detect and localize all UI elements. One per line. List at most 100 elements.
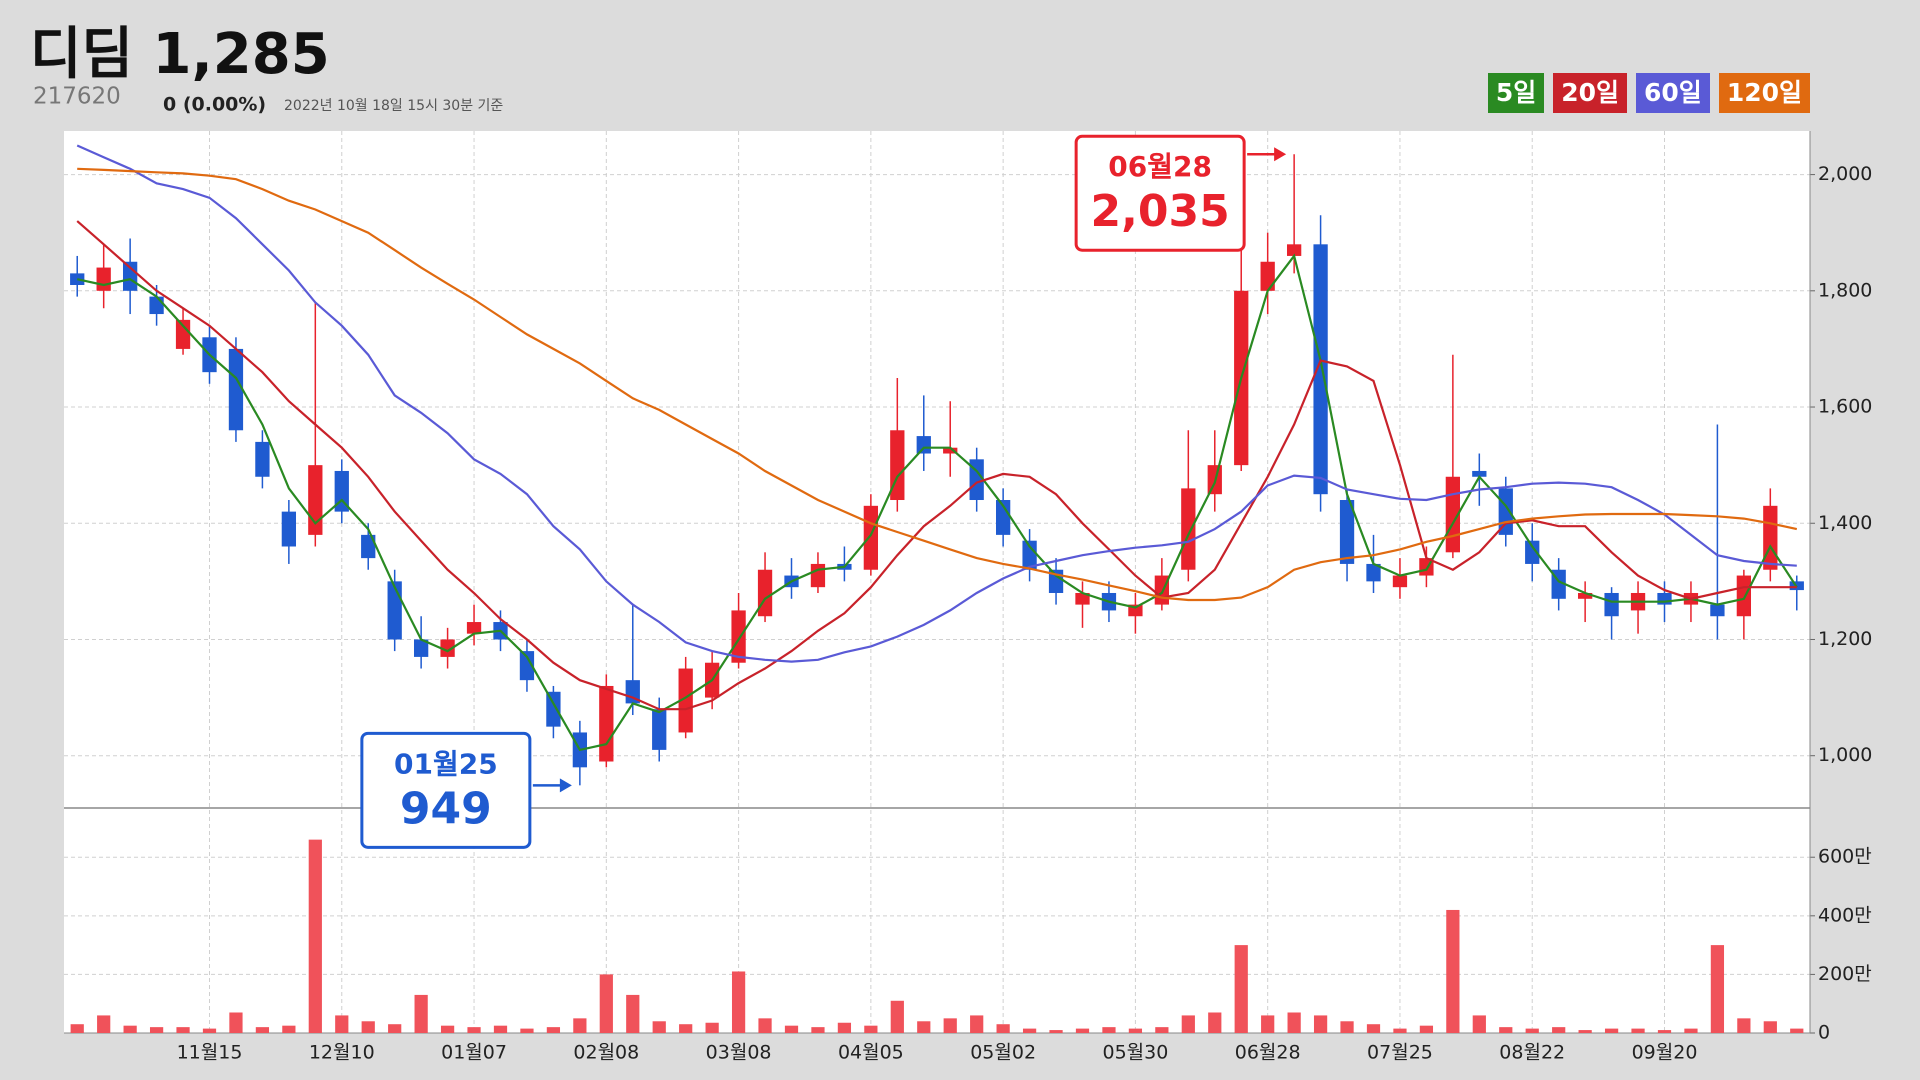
candle-body [916,436,931,454]
y-tick-label: 1,000 [1818,744,1872,766]
volume-bar [626,994,640,1033]
volume-bar [1737,1018,1751,1033]
volume-bar [1657,1030,1672,1033]
volume-bar [1181,1015,1195,1033]
volume-bar [1446,909,1460,1033]
volume-bar [1022,1028,1037,1033]
candle-body [1604,592,1619,617]
y-tick-label: 1,400 [1818,512,1872,534]
candle-body [255,441,270,477]
y-tick-label: 2,000 [1818,163,1872,185]
volume-bar [1684,1028,1698,1033]
volume-bar [1763,1021,1777,1033]
candle-body [228,348,244,431]
moving-average-line [76,144,1797,663]
x-tick-label: 08월22 [1499,1042,1565,1064]
y-tick-label: 0 [1818,1022,1830,1044]
x-tick-label: 09월20 [1632,1042,1698,1064]
volume-bar [202,1028,217,1033]
volume-bar [652,1021,666,1033]
volume-bar [493,1025,508,1033]
candle-body [863,505,879,570]
candle-body [969,459,984,501]
volume-bar [149,1027,164,1033]
volume-bar [70,1024,84,1033]
volume-bar [308,839,322,1033]
volume-bar [1525,1028,1539,1033]
timestamp: 2022년 10월 18일 15시 30분 기준 [284,98,503,114]
y-tick-label: 200만 [1818,963,1872,985]
legend-entry: 60일 [1636,73,1710,113]
x-tick-label: 12월10 [309,1042,375,1064]
candle-body [1339,500,1355,564]
y-tick-label: 1,200 [1818,628,1872,650]
volume-bar [335,1015,349,1033]
moving-average-line [77,167,1798,602]
candle-body [122,261,138,291]
candle-body [1657,592,1672,605]
candle-body [1366,563,1381,582]
candle-body [1577,592,1593,599]
candle-body [943,447,958,454]
annotation-arrowhead [1274,147,1287,162]
volume-bar [1552,1027,1566,1033]
candle-body [96,267,111,291]
annotation-box [360,731,532,849]
legend: 5일 20일 60일 120일 [1487,73,1810,113]
annotation-value: 949 [400,783,492,834]
candle-body [1710,604,1725,617]
volume-bar [282,1025,296,1033]
volume-bar [705,1022,719,1033]
volume-bar [1419,1025,1434,1033]
volume-bar [599,974,613,1033]
volume-bar [731,971,746,1033]
candle-body [1736,575,1752,617]
candle-body [757,569,773,617]
x-tick-label: 07월25 [1367,1042,1433,1064]
volume-bar [1710,945,1725,1033]
volume-bar [1261,1015,1275,1033]
candle-body [1313,244,1328,495]
x-tick-label: 05월30 [1102,1042,1168,1064]
volume-bar [1313,1015,1328,1033]
candle-body [1260,261,1275,291]
annotation-date: 01월25 [394,747,498,780]
volume-bar [573,1018,587,1033]
volume-bar [811,1027,825,1033]
volume-bar [229,1012,243,1033]
volume-bar [97,1015,111,1033]
annotation-box [1074,134,1246,252]
candle-body [1128,604,1143,617]
candle-body [1075,592,1090,605]
candle-body [387,581,402,640]
candle-body [466,622,482,634]
volume-bar [1128,1028,1143,1033]
volume-bar [1340,1021,1354,1033]
candle-body [149,296,164,315]
x-tick-label: 02월08 [573,1042,639,1064]
candle-body [1472,470,1487,477]
x-tick-label: 05월02 [970,1042,1036,1064]
volume-bar [943,1018,957,1033]
volume-bar [784,1025,799,1033]
volume-bar [176,1027,190,1033]
y-tick-label: 1,600 [1818,396,1872,418]
y-tick-label: 400만 [1818,904,1872,926]
volume-bar [414,994,428,1033]
candle-body [519,651,535,681]
plot-area [64,131,1810,1033]
volume-bar [520,1028,534,1033]
stock-code: 217620 [33,84,121,110]
candle-body [731,610,746,663]
price: 1,285 [153,22,330,87]
volume-bar [837,1022,852,1033]
volume-bar [1155,1027,1169,1033]
volume-bar [1075,1028,1090,1033]
volume-bar [1102,1027,1116,1033]
y-tick-label: 600만 [1818,846,1872,868]
volume-bar [996,1024,1010,1033]
volume-bar [440,1025,455,1033]
candle-body [440,639,455,657]
x-tick-label: 04월05 [838,1042,904,1064]
